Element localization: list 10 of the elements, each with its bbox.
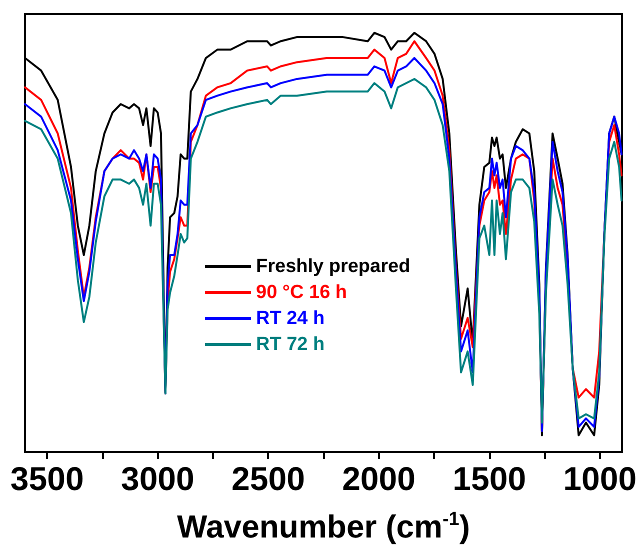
x-tick-label: 2000 [342, 460, 416, 497]
legend-label: Freshly prepared [256, 256, 410, 277]
x-tick-label: 3000 [120, 460, 194, 497]
x-tick-label: 3500 [10, 460, 84, 497]
x-tick-label: 2500 [232, 460, 305, 497]
x-tick-label: 1500 [452, 460, 526, 497]
legend-label: 90 °C 16 h [256, 282, 348, 303]
x-tick-label: 1000 [563, 460, 637, 497]
legend-label: RT 24 h [256, 308, 325, 329]
legend-label: RT 72 h [256, 334, 325, 355]
